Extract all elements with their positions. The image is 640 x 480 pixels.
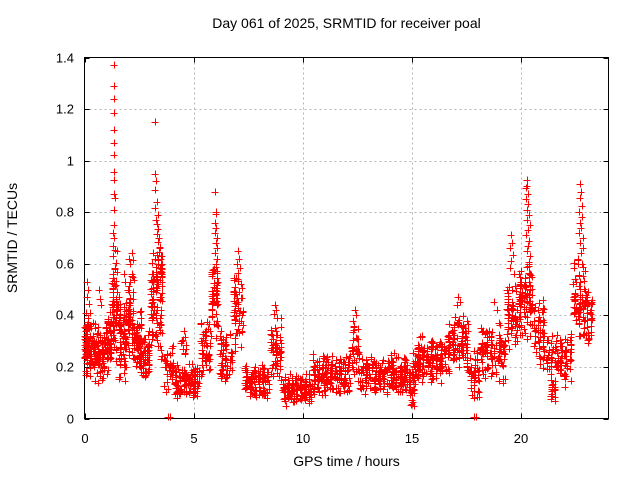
y-tick-label: 0 [67,412,74,427]
x-tick-label: 15 [405,431,419,446]
scatter-points [81,61,596,421]
y-tick-label: 0.8 [56,205,74,220]
y-tick-label: 0.2 [56,360,74,375]
x-tick-label: 20 [514,431,528,446]
y-tick-label: 1 [67,154,74,169]
y-tick-label: 0.4 [56,308,74,323]
x-tick-label: 0 [81,431,88,446]
chart-title: Day 061 of 2025, SRMTID for receiver poa… [212,15,481,31]
x-tick-label: 10 [296,431,310,446]
y-tick-label: 1.4 [56,51,74,66]
y-tick-label: 0.6 [56,257,74,272]
x-tick-label: 5 [190,431,197,446]
x-axis-label: GPS time / hours [293,453,400,469]
y-tick-label: 1.2 [56,102,74,117]
